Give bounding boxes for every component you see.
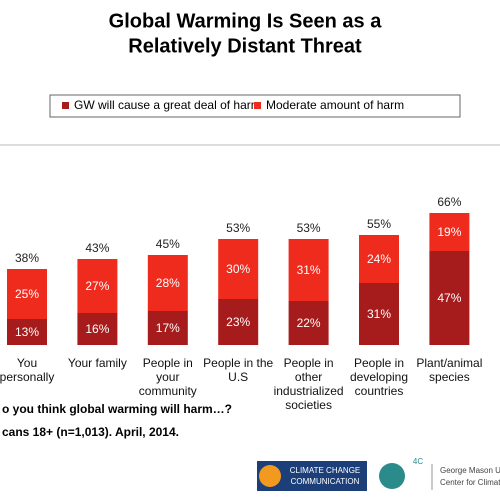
bar-segment [77, 259, 118, 313]
bar-segment [7, 319, 47, 345]
value-label: 31% [367, 307, 391, 321]
footnote: o you think global warming will harm…? [2, 402, 232, 416]
footnote: cans 18+ (n=1,013). April, 2014. [2, 425, 179, 439]
x-tick-label: People in other industrialized societies [273, 356, 344, 412]
chart-title: Global Warming Is Seen as a [109, 10, 383, 32]
value-label: 47% [437, 291, 461, 305]
value-label: 17% [156, 321, 180, 335]
total-label: 38% [15, 251, 39, 265]
x-tick-label: Plant/animal species [416, 356, 483, 384]
logo-text: Center for Climat [440, 478, 500, 487]
legend-swatch [254, 102, 261, 109]
bar-segment [429, 251, 470, 345]
value-label: 25% [15, 287, 39, 301]
logo-text: George Mason Un [440, 466, 500, 475]
bar-segment [147, 311, 188, 345]
total-label: 66% [437, 195, 461, 209]
bar-segment [288, 301, 329, 345]
total-label: 45% [156, 237, 180, 251]
value-label: 24% [367, 252, 391, 266]
logo-text: COMMUNICATION [291, 477, 360, 486]
legend-label: GW will cause a great deal of harm [74, 98, 261, 112]
total-label: 55% [367, 217, 391, 231]
value-label: 23% [226, 315, 250, 329]
x-tick-label: Your family [67, 356, 127, 370]
x-tick-label: You personally [0, 356, 55, 384]
value-label: 28% [156, 276, 180, 290]
value-label: 22% [297, 316, 321, 330]
value-label: 30% [226, 262, 250, 276]
legend-swatch [62, 102, 69, 109]
chart-title: Relatively Distant Threat [128, 35, 362, 57]
bar-segment [288, 239, 329, 301]
logo-icon [379, 463, 405, 489]
bar-segment [359, 283, 399, 345]
value-label: 27% [85, 279, 109, 293]
x-tick-label: People in developing countries [349, 356, 409, 398]
logo-text: CLIMATE CHANGE [290, 466, 361, 475]
legend-label: Moderate amount of harm [266, 98, 404, 112]
logo-text: 4C [413, 457, 423, 466]
bar-segment [218, 239, 259, 299]
bar-segment [7, 269, 47, 319]
bar-segment [359, 235, 399, 283]
bar-segment [77, 313, 118, 345]
value-label: 31% [297, 263, 321, 277]
value-label: 16% [85, 322, 109, 336]
total-label: 53% [226, 221, 250, 235]
value-label: 19% [437, 225, 461, 239]
logo-icon [259, 465, 281, 487]
total-label: 53% [297, 221, 321, 235]
x-tick-label: People in the U.S [203, 356, 274, 384]
bar-segment [429, 213, 470, 251]
bar-segment [218, 299, 259, 345]
value-label: 13% [15, 325, 39, 339]
x-tick-label: People in your community [138, 356, 197, 398]
bar-segment [147, 255, 188, 311]
total-label: 43% [85, 241, 109, 255]
